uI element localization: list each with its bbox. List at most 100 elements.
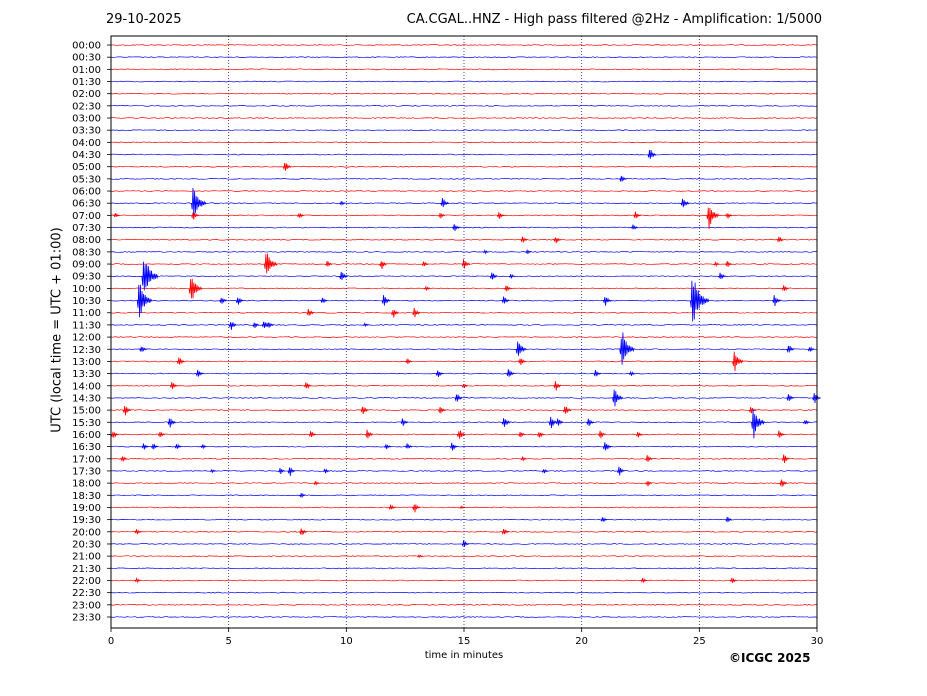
y-tick-label: 12:30 — [72, 345, 101, 356]
seismic-event — [169, 382, 178, 390]
x-tick-label: 5 — [225, 636, 231, 647]
y-tick-label: 18:30 — [72, 491, 101, 502]
seismic-event — [438, 212, 446, 219]
seismic-event — [296, 212, 304, 218]
y-tick-label: 00:30 — [72, 53, 101, 64]
seismic-event — [553, 237, 562, 244]
seismic-event — [228, 322, 237, 330]
y-tick-label: 20:30 — [72, 539, 101, 550]
trace-1730 — [110, 470, 818, 472]
y-tick-label: 10:30 — [72, 296, 101, 307]
seismic-event — [732, 351, 744, 372]
seismic-event — [612, 389, 624, 407]
seismic-event — [501, 418, 511, 427]
x-tick-label: 15 — [458, 636, 471, 647]
seismic-event — [689, 280, 710, 322]
seismic-event — [680, 198, 690, 208]
seismic-event — [195, 369, 204, 377]
trace-2100 — [110, 555, 818, 557]
y-tick-label: 15:00 — [72, 406, 101, 417]
y-tick-label: 09:30 — [72, 272, 101, 283]
seismic-event — [412, 504, 421, 513]
seismic-event — [282, 162, 292, 171]
y-tick-label: 05:30 — [72, 174, 101, 185]
trace-1830 — [110, 494, 818, 497]
seismic-event — [412, 307, 421, 318]
seismic-event — [209, 468, 216, 474]
seismic-event — [365, 429, 373, 439]
seismic-event — [748, 407, 757, 414]
trace-1530 — [110, 421, 818, 424]
seismic-event — [320, 297, 328, 304]
trace-2230 — [110, 591, 818, 594]
seismic-event — [438, 407, 446, 414]
plot-frame — [110, 35, 818, 629]
seismic-event — [278, 467, 286, 474]
seismic-event — [506, 369, 515, 377]
seismic-event — [501, 296, 510, 304]
seismic-event — [586, 418, 595, 427]
x-tick-label: 10 — [340, 636, 353, 647]
seismic-event — [303, 382, 312, 389]
y-tick-label: 01:00 — [72, 65, 101, 76]
seismic-event — [120, 456, 128, 462]
y-tick-label: 03:30 — [72, 126, 101, 137]
y-tick-label: 15:30 — [72, 418, 101, 429]
y-tick-label: 10:00 — [72, 284, 101, 295]
seismic-event — [141, 261, 159, 291]
seismic-event — [593, 369, 602, 377]
seismic-event — [287, 467, 296, 476]
y-tick-label: 02:00 — [72, 89, 101, 100]
y-tick-label: 20:00 — [72, 527, 101, 538]
seismic-event — [772, 295, 781, 307]
y-tick-label: 07:30 — [72, 223, 101, 234]
y-tick-label: 23:00 — [72, 600, 101, 611]
seismic-event — [807, 346, 815, 352]
x-tick-label: 0 — [108, 636, 114, 647]
y-tick-label: 17:00 — [72, 454, 101, 465]
seismic-event — [713, 260, 720, 268]
trace-2330 — [110, 616, 818, 618]
seismic-event — [555, 418, 564, 426]
y-tick-label: 03:00 — [72, 114, 101, 125]
y-tick-label: 02:30 — [72, 101, 101, 112]
y-tick-label: 08:30 — [72, 247, 101, 258]
seismic-event — [252, 322, 260, 328]
y-tick-label: 16:00 — [72, 430, 101, 441]
seismic-event — [379, 261, 388, 269]
seismic-event — [141, 443, 149, 450]
seismic-event — [139, 346, 148, 352]
seismic-event — [645, 455, 654, 463]
y-tick-label: 21:30 — [72, 564, 101, 575]
seismic-event — [602, 442, 612, 451]
seismic-event — [647, 149, 657, 159]
seismic-event — [776, 236, 784, 243]
seismic-event — [706, 207, 720, 229]
y-axis-label: UTC (local time = UTC + 01:00) — [49, 227, 65, 433]
seismic-event — [134, 529, 142, 535]
trace-0200 — [110, 92, 818, 95]
seismic-event — [381, 295, 391, 306]
trace-1800 — [110, 482, 818, 484]
y-tick-label: 13:30 — [72, 369, 101, 380]
seismic-event — [339, 271, 348, 281]
seismic-event — [635, 431, 643, 438]
trace-1230 — [110, 348, 818, 351]
trace-1630 — [110, 445, 818, 448]
seismic-event — [449, 442, 458, 451]
seismic-event — [504, 285, 512, 292]
trace-0730 — [110, 226, 818, 229]
seismic-event — [360, 406, 369, 414]
seismic-event — [136, 284, 152, 318]
seismic-event — [725, 516, 733, 523]
seismic-event — [440, 197, 450, 208]
trace-0500 — [110, 165, 818, 168]
trace-1430 — [110, 397, 818, 399]
seismic-event — [235, 297, 244, 305]
y-tick-label: 14:00 — [72, 381, 101, 392]
y-tick-label: 08:00 — [72, 235, 101, 246]
y-tick-label: 05:00 — [72, 162, 101, 173]
y-tick-label: 04:00 — [72, 138, 101, 149]
seismic-event — [167, 418, 177, 428]
